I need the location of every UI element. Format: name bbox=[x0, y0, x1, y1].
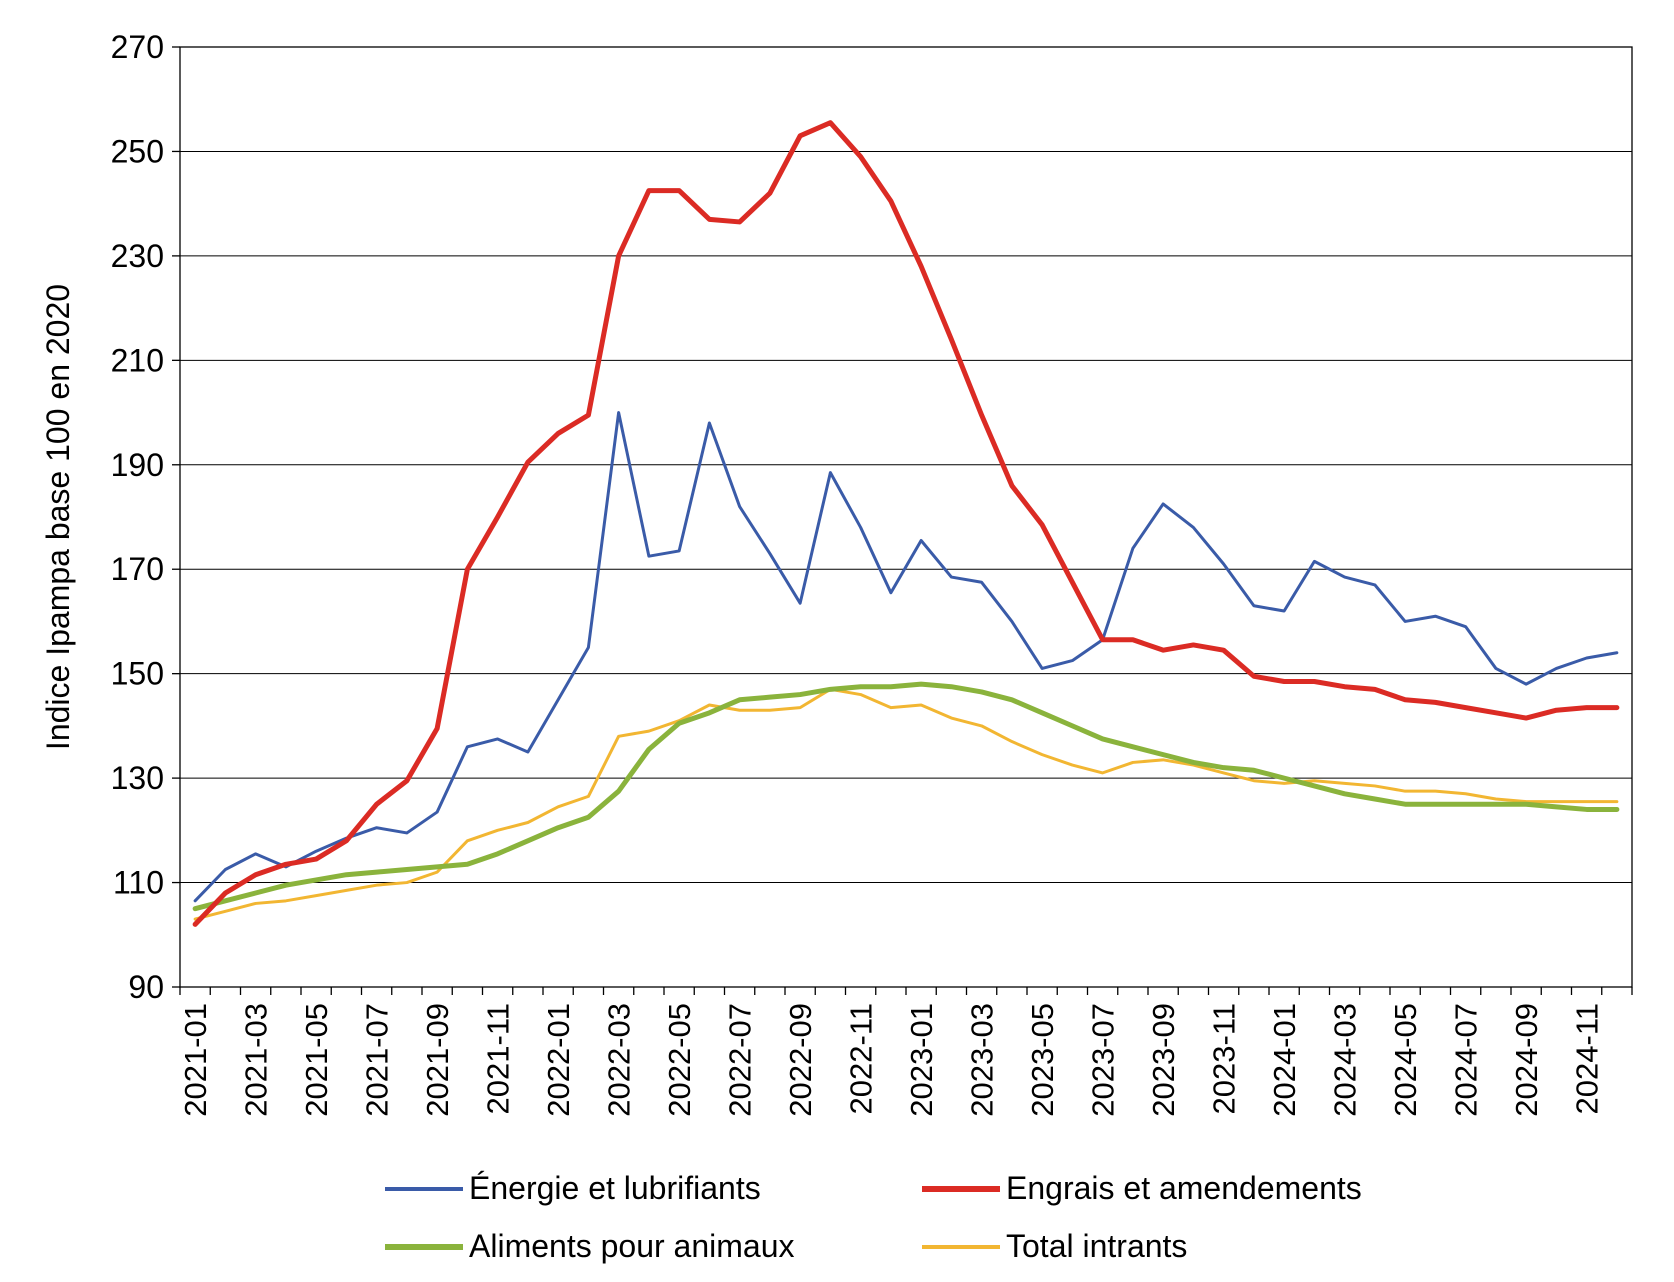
x-tick-label-2022-05: 2022-05 bbox=[662, 1003, 697, 1117]
y-axis-ticks: 90 110 130 150 170 190 210 230 250 270 bbox=[111, 29, 180, 1005]
x-tick-label-2021-09: 2021-09 bbox=[420, 1003, 455, 1117]
x-tick-label-2024-05: 2024-05 bbox=[1388, 1003, 1423, 1117]
x-tick-label-2024-09: 2024-09 bbox=[1509, 1003, 1544, 1117]
x-tick-label-2022-01: 2022-01 bbox=[541, 1003, 576, 1117]
x-tick-label-2021-03: 2021-03 bbox=[239, 1003, 274, 1117]
x-tick-label-2023-07: 2023-07 bbox=[1086, 1003, 1121, 1117]
series-lines bbox=[192, 120, 1620, 927]
y-tick-label-170: 170 bbox=[111, 551, 164, 587]
legend: Énergie et lubrifiants Engrais et amende… bbox=[0, 1170, 1674, 1280]
legend-item-energie: Énergie et lubrifiants bbox=[385, 1170, 761, 1207]
x-tick-label-2022-09: 2022-09 bbox=[783, 1003, 818, 1117]
legend-item-engrais: Engrais et amendements bbox=[922, 1170, 1362, 1207]
x-tick-label-2024-11: 2024-11 bbox=[1570, 1003, 1605, 1114]
x-tick-label-2022-03: 2022-03 bbox=[602, 1003, 637, 1117]
y-tick-label-90: 90 bbox=[128, 969, 164, 1005]
y-tick-label-230: 230 bbox=[111, 238, 164, 274]
y-tick-label-110: 110 bbox=[113, 865, 164, 901]
legend-swatch-aliments bbox=[385, 1243, 463, 1250]
x-tick-label-2024-03: 2024-03 bbox=[1328, 1003, 1363, 1117]
x-tick-label-2023-05: 2023-05 bbox=[1025, 1003, 1060, 1117]
x-tick-label-2023-03: 2023-03 bbox=[965, 1003, 1000, 1117]
x-tick-label-2024-07: 2024-07 bbox=[1449, 1003, 1484, 1117]
legend-label-total: Total intrants bbox=[1006, 1228, 1188, 1264]
series-line-engrais-et-amendements bbox=[192, 120, 1620, 927]
x-tick-label-2024-01: 2024-01 bbox=[1267, 1003, 1302, 1117]
series-line--nergie-et-lubrifiants bbox=[193, 411, 1619, 903]
legend-swatch-total bbox=[922, 1244, 1000, 1249]
y-axis-label: Indice Ipampa base 100 en 2020 bbox=[40, 284, 76, 750]
series-line-aliments-pour-animaux bbox=[192, 681, 1620, 912]
y-tick-label-130: 130 bbox=[111, 760, 164, 796]
x-tick-label-2023-11: 2023-11 bbox=[1207, 1003, 1242, 1114]
x-tick-label-2021-07: 2021-07 bbox=[360, 1003, 395, 1117]
y-tick-label-150: 150 bbox=[111, 656, 164, 692]
x-axis-ticks: 2021-01 2021-03 2021-05 2021-07 2021-09 2021-… bbox=[178, 987, 1633, 1117]
y-tick-label-210: 210 bbox=[111, 342, 164, 378]
x-tick-label-2023-09: 2023-09 bbox=[1146, 1003, 1181, 1117]
x-tick-label-2023-01: 2023-01 bbox=[904, 1003, 939, 1117]
x-tick-label-2022-11: 2022-11 bbox=[844, 1003, 879, 1114]
legend-label-aliments: Aliments pour animaux bbox=[469, 1228, 795, 1264]
x-tick-label-2022-07: 2022-07 bbox=[723, 1003, 758, 1117]
x-tick-label-2021-11: 2021-11 bbox=[481, 1003, 516, 1114]
legend-item-aliments: Aliments pour animaux bbox=[385, 1228, 794, 1265]
y-tick-label-190: 190 bbox=[111, 447, 164, 483]
legend-swatch-energie bbox=[385, 1186, 463, 1191]
legend-item-total: Total intrants bbox=[922, 1228, 1187, 1265]
x-tick-label-2021-05: 2021-05 bbox=[299, 1003, 334, 1117]
gridlines bbox=[180, 150, 1632, 884]
x-tick-label-2021-01: 2021-01 bbox=[178, 1003, 213, 1117]
y-tick-label-270: 270 bbox=[111, 29, 164, 65]
y-tick-label-250: 250 bbox=[111, 133, 164, 169]
legend-label-energie: Énergie et lubrifiants bbox=[469, 1170, 761, 1206]
series-line-total-intrants bbox=[193, 687, 1619, 921]
plot-frame bbox=[179, 46, 1633, 988]
legend-swatch-engrais bbox=[922, 1185, 1000, 1192]
legend-label-engrais: Engrais et amendements bbox=[1006, 1170, 1362, 1206]
